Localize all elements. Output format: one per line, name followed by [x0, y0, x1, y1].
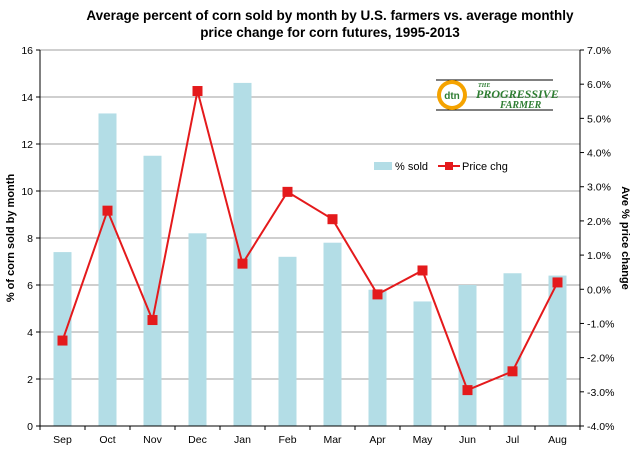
- price-point: [57, 335, 68, 346]
- legend-label-price: Price chg: [462, 161, 508, 173]
- chart-title-line1: Average percent of corn sold by month by…: [86, 8, 574, 23]
- x-tick-label: Nov: [143, 434, 162, 446]
- left-tick-label: 16: [21, 45, 33, 57]
- logo-line2: PROGRESSIVE: [476, 87, 559, 101]
- bar: [323, 242, 342, 426]
- bar: [458, 285, 477, 426]
- bar: [98, 113, 117, 426]
- price-point: [507, 366, 518, 377]
- bar: [233, 82, 252, 427]
- left-tick-label: 8: [27, 233, 33, 245]
- x-tick-label: Jun: [459, 434, 476, 446]
- right-tick-label: -2.0%: [587, 353, 614, 365]
- left-tick-label: 14: [21, 92, 33, 104]
- legend-label-sold: % sold: [395, 161, 428, 173]
- logo-ring-inner: [441, 84, 463, 106]
- price-point: [102, 205, 113, 216]
- logo-mark-text: dtn: [444, 91, 460, 102]
- left-tick-label: 0: [27, 421, 33, 433]
- chart-titles: Average percent of corn sold by month by…: [86, 8, 574, 40]
- dtn-progressive-farmer-logo: dtn THE PROGRESSIVE FARMER: [436, 79, 559, 111]
- price-point: [552, 277, 563, 288]
- x-tick-label: Sep: [53, 434, 72, 446]
- price-point: [282, 186, 293, 197]
- x-tick-label: Oct: [99, 434, 115, 446]
- x-tick-label: Aug: [548, 434, 567, 446]
- right-tick-label: 7.0%: [587, 45, 611, 57]
- price-point: [237, 258, 248, 269]
- bar: [188, 233, 207, 426]
- left-axis-title: % of corn sold by month: [5, 174, 17, 303]
- price-point: [327, 214, 338, 225]
- price-point: [147, 315, 158, 326]
- bar: [548, 275, 567, 426]
- x-tick-label: Jul: [506, 434, 519, 446]
- right-tick-label: 2.0%: [587, 216, 611, 228]
- bar: [143, 155, 162, 426]
- bar: [413, 301, 432, 426]
- left-tick-label: 4: [27, 327, 33, 339]
- price-line: [61, 90, 559, 392]
- x-tick-label: May: [413, 434, 434, 446]
- right-tick-label: -4.0%: [587, 421, 614, 433]
- left-tick-label: 2: [27, 374, 33, 386]
- bar: [503, 273, 522, 426]
- left-tick-label: 10: [21, 186, 33, 198]
- price-point: [462, 385, 473, 396]
- logo-line1: THE: [478, 83, 490, 89]
- logo-line3: FARMER: [499, 100, 542, 111]
- x-axis: Sep Oct Nov Dec Jan Feb Mar Apr May Jun Jul Aug: [39, 426, 581, 446]
- gridlines: [40, 49, 580, 380]
- x-tick-label: Dec: [188, 434, 207, 446]
- legend-swatch-sold: [374, 162, 392, 170]
- price-point: [192, 86, 203, 97]
- x-tick-label: Feb: [278, 434, 296, 446]
- right-tick-label: 1.0%: [587, 250, 611, 262]
- right-tick-label: 3.0%: [587, 182, 611, 194]
- right-tick-label: -3.0%: [587, 387, 614, 399]
- left-axis: 0 2 4 6 8 10 12 14 16: [21, 45, 40, 433]
- x-tick-label: Apr: [369, 434, 386, 446]
- bar-series: [53, 82, 567, 427]
- right-tick-label: 6.0%: [587, 79, 611, 91]
- x-tick-label: Jan: [234, 434, 251, 446]
- bar: [278, 256, 297, 426]
- bar: [368, 289, 387, 426]
- chart-title-line2: price change for corn futures, 1995-2013: [200, 25, 460, 40]
- x-tick-label: Mar: [323, 434, 342, 446]
- legend: % sold Price chg: [374, 161, 508, 173]
- right-tick-label: 5.0%: [587, 113, 611, 125]
- legend-marker-price: [445, 162, 453, 170]
- line-series: [57, 86, 563, 396]
- right-tick-label: 0.0%: [587, 284, 611, 296]
- right-tick-label: 4.0%: [587, 148, 611, 160]
- price-point: [372, 289, 383, 300]
- price-point: [417, 265, 428, 276]
- right-tick-label: -1.0%: [587, 318, 614, 330]
- left-tick-label: 6: [27, 280, 33, 292]
- right-axis-title: Ave % price change: [619, 186, 631, 290]
- left-tick-label: 12: [21, 139, 33, 151]
- right-axis: -4.0% -3.0% -2.0% -1.0% 0.0% 1.0% 2.0% 3.0% 4.0%…: [580, 45, 614, 433]
